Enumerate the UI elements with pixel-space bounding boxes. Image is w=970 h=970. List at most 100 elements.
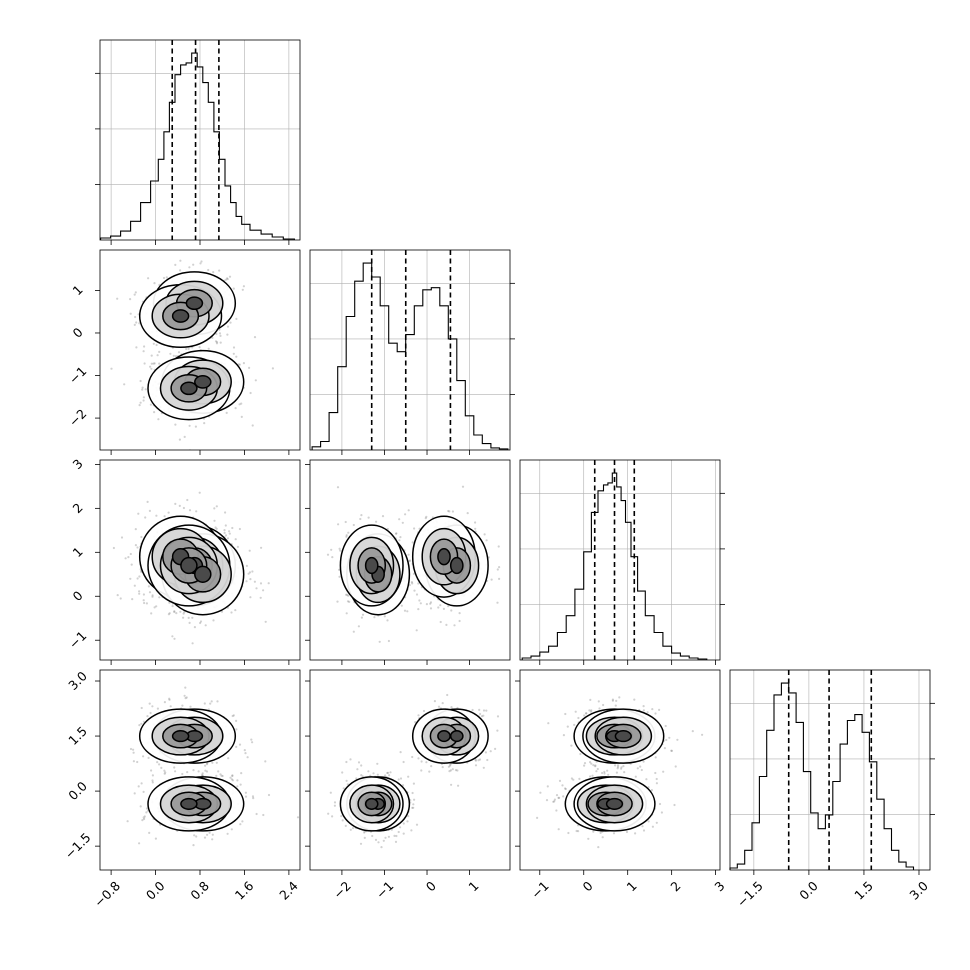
scatter-point xyxy=(155,514,158,517)
scatter-point xyxy=(140,706,143,710)
scatter-point xyxy=(419,602,422,605)
scatter-point xyxy=(126,820,129,823)
scatter-point xyxy=(198,491,201,494)
scatter-point xyxy=(236,545,239,549)
scatter-point xyxy=(155,343,158,347)
scatter-point xyxy=(384,836,387,839)
scatter-point xyxy=(184,697,187,700)
scatter-point xyxy=(363,831,366,834)
scatter-point xyxy=(345,593,348,596)
scatter-point xyxy=(235,719,238,723)
scatter-point xyxy=(191,616,194,619)
contour-level-3 xyxy=(171,730,190,743)
scatter-point xyxy=(151,594,154,597)
scatter-point xyxy=(367,516,370,519)
scatter-point xyxy=(562,734,566,737)
scatter-point xyxy=(441,766,444,769)
scatter-point xyxy=(497,545,500,548)
scatter-point xyxy=(147,756,150,760)
scatter-point xyxy=(193,626,196,629)
scatter-point xyxy=(163,769,166,772)
scatter-point xyxy=(192,769,195,772)
panel-content xyxy=(327,693,500,849)
scatter-point xyxy=(235,745,238,749)
scatter-point xyxy=(384,774,387,777)
scatter-point xyxy=(338,575,341,578)
scatter-point xyxy=(234,538,237,541)
scatter-point xyxy=(215,341,219,344)
contour-level-3 xyxy=(194,565,212,583)
scatter-point xyxy=(429,607,433,610)
scatter-point xyxy=(453,624,456,627)
scatter-point xyxy=(620,766,623,769)
scatter-point xyxy=(156,707,159,710)
scatter-point xyxy=(240,415,243,418)
scatter-point xyxy=(146,500,149,503)
scatter-point xyxy=(588,709,591,712)
scatter-point xyxy=(116,594,119,597)
scatter-point xyxy=(591,774,594,777)
scatter-point xyxy=(417,757,420,760)
scatter-point xyxy=(203,702,206,705)
scatter-point xyxy=(342,787,345,790)
scatter-point xyxy=(345,535,348,538)
scatter-point xyxy=(140,535,143,539)
scatter-point xyxy=(345,760,348,764)
scatter-point xyxy=(239,783,242,786)
scatter-point xyxy=(210,700,213,703)
scatter-point xyxy=(135,321,138,324)
scatter-point xyxy=(173,637,176,640)
scatter-point xyxy=(205,763,209,766)
scatter-point xyxy=(345,612,348,615)
scatter-point xyxy=(153,282,156,285)
scatter-point xyxy=(552,800,555,803)
scatter-point xyxy=(651,708,654,711)
scatter-point xyxy=(449,763,452,766)
panel-2-1 xyxy=(305,459,511,665)
scatter-point xyxy=(337,523,340,526)
scatter-point xyxy=(380,846,383,849)
scatter-point xyxy=(133,293,136,296)
scatter-point xyxy=(344,824,347,828)
scatter-point xyxy=(658,708,661,712)
scatter-point xyxy=(326,553,330,556)
scatter-point xyxy=(155,605,158,608)
scatter-point xyxy=(164,771,167,774)
contour-level-3 xyxy=(185,296,204,311)
scatter-point xyxy=(224,511,227,514)
scatter-point xyxy=(430,765,433,768)
scatter-point xyxy=(264,620,267,623)
scatter-point xyxy=(223,529,226,532)
scatter-point xyxy=(226,333,229,336)
scatter-point xyxy=(165,276,168,279)
scatter-point xyxy=(399,751,402,754)
scatter-point xyxy=(447,509,450,513)
scatter-point xyxy=(224,278,227,281)
scatter-point xyxy=(415,629,418,632)
scatter-point xyxy=(229,776,232,779)
scatter-point xyxy=(480,715,483,718)
scatter-point xyxy=(348,600,351,604)
scatter-point xyxy=(441,702,444,705)
scatter-point xyxy=(138,590,141,593)
scatter-point xyxy=(482,714,485,717)
scatter-point xyxy=(450,609,453,612)
scatter-point xyxy=(250,738,253,741)
scatter-point xyxy=(147,277,150,280)
scatter-point xyxy=(408,560,411,563)
y-tick-label: 1 xyxy=(70,544,86,560)
scatter-point xyxy=(498,577,501,581)
scatter-point xyxy=(144,388,147,391)
scatter-point xyxy=(406,610,409,613)
panel-frame xyxy=(309,669,511,871)
scatter-point xyxy=(201,773,204,776)
scatter-point xyxy=(132,751,135,754)
scatter-point xyxy=(388,774,391,777)
scatter-point xyxy=(634,775,637,778)
scatter-point xyxy=(474,758,477,761)
scatter-point xyxy=(231,526,234,530)
scatter-point xyxy=(211,336,214,339)
scatter-point xyxy=(178,438,181,441)
scatter-point xyxy=(242,362,245,365)
scatter-point xyxy=(184,686,187,689)
